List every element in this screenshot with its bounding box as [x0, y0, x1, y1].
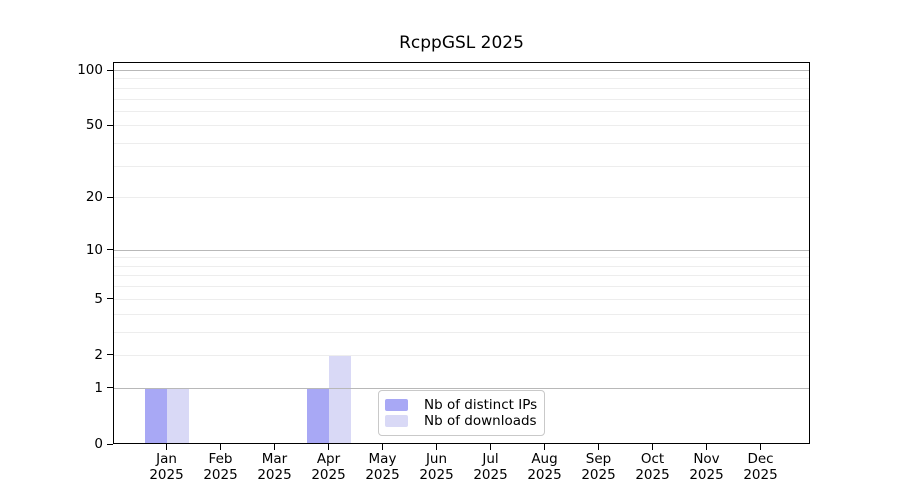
- minor-gridline-80: [113, 87, 810, 89]
- x-tick-nov: [706, 444, 707, 450]
- x-tick-jun: [436, 444, 437, 450]
- minor-gridline-40: [113, 143, 810, 145]
- y-tick-label-20: 20: [85, 189, 103, 206]
- legend-swatch-distinct-ips: [385, 399, 408, 411]
- y-tick-0: [107, 443, 113, 445]
- y-tick-label-10: 10: [85, 241, 103, 258]
- x-tick-label-nov-2025: Nov 2025: [689, 451, 724, 483]
- y-tick-label-1: 1: [94, 379, 103, 396]
- major-gridline-1: [113, 387, 810, 389]
- minor-gridline-20: [113, 197, 810, 199]
- x-tick-label-dec-2025: Dec 2025: [743, 451, 778, 483]
- x-tick-sep: [598, 444, 599, 450]
- minor-gridline-9: [113, 257, 810, 259]
- y-tick-10: [107, 249, 113, 251]
- major-gridline-10: [113, 249, 810, 251]
- minor-gridline-3: [113, 331, 810, 333]
- x-tick-label-sep-2025: Sep 2025: [581, 451, 616, 483]
- x-tick-mar: [274, 444, 275, 450]
- legend-item-downloads: Nb of downloads: [385, 413, 537, 429]
- minor-gridline-5: [113, 298, 810, 300]
- plot-area: Nb of distinct IPs Nb of downloads: [113, 62, 810, 444]
- legend-label-downloads: Nb of downloads: [424, 413, 537, 429]
- major-gridline-100: [113, 70, 810, 71]
- y-tick-label-2: 2: [94, 346, 103, 363]
- minor-gridline-8: [113, 265, 810, 267]
- legend-item-distinct-ips: Nb of distinct IPs: [385, 397, 538, 413]
- grid-layer: [113, 62, 810, 444]
- x-tick-label-apr-2025: Apr 2025: [311, 451, 346, 483]
- x-tick-may: [382, 444, 383, 450]
- x-tick-oct: [652, 444, 653, 450]
- y-tick-50: [107, 124, 113, 126]
- x-tick-label-feb-2025: Feb 2025: [203, 451, 238, 483]
- minor-gridline-30: [113, 165, 810, 167]
- legend-label-distinct-ips: Nb of distinct IPs: [424, 397, 538, 413]
- x-tick-label-oct-2025: Oct 2025: [635, 451, 670, 483]
- x-tick-label-mar-2025: Mar 2025: [257, 451, 292, 483]
- x-tick-apr: [328, 444, 329, 450]
- x-tick-label-jul-2025: Jul 2025: [473, 451, 508, 483]
- minor-gridline-50: [113, 125, 810, 127]
- y-tick-label-5: 5: [94, 290, 103, 307]
- x-tick-dec: [760, 444, 761, 450]
- bar-nb-of-distinct-ips-apr: [306, 387, 329, 444]
- bar-nb-of-downloads-apr: [328, 354, 351, 444]
- minor-gridline-4: [113, 313, 810, 315]
- minor-gridline-70: [113, 98, 810, 100]
- y-tick-100: [107, 69, 113, 71]
- y-tick-20: [107, 196, 113, 198]
- x-tick-label-jan-2025: Jan 2025: [149, 451, 184, 483]
- minor-gridline-60: [113, 110, 810, 112]
- x-tick-aug: [544, 444, 545, 450]
- minor-gridline-2: [113, 354, 810, 356]
- chart-title: RcppGSL 2025: [399, 33, 524, 53]
- legend: Nb of distinct IPs Nb of downloads: [378, 390, 545, 436]
- x-tick-label-jun-2025: Jun 2025: [419, 451, 454, 483]
- minor-gridline-90: [113, 78, 810, 80]
- y-tick-label-50: 50: [85, 117, 103, 134]
- bar-nb-of-distinct-ips-jan: [144, 387, 167, 444]
- bars-layer: [113, 62, 810, 444]
- legend-swatch-downloads: [385, 415, 408, 427]
- y-tick-label-100: 100: [77, 62, 103, 78]
- x-tick-jan: [166, 444, 167, 450]
- minor-gridline-6: [113, 286, 810, 288]
- y-tick-1: [107, 387, 113, 389]
- x-tick-label-may-2025: May 2025: [365, 451, 400, 483]
- x-tick-jul: [490, 444, 491, 450]
- y-tick-2: [107, 354, 113, 356]
- x-tick-label-aug-2025: Aug 2025: [527, 451, 562, 483]
- y-tick-label-0: 0: [94, 436, 103, 452]
- y-tick-5: [107, 298, 113, 300]
- bar-nb-of-downloads-jan: [166, 387, 189, 444]
- minor-gridline-7: [113, 275, 810, 277]
- x-tick-feb: [220, 444, 221, 450]
